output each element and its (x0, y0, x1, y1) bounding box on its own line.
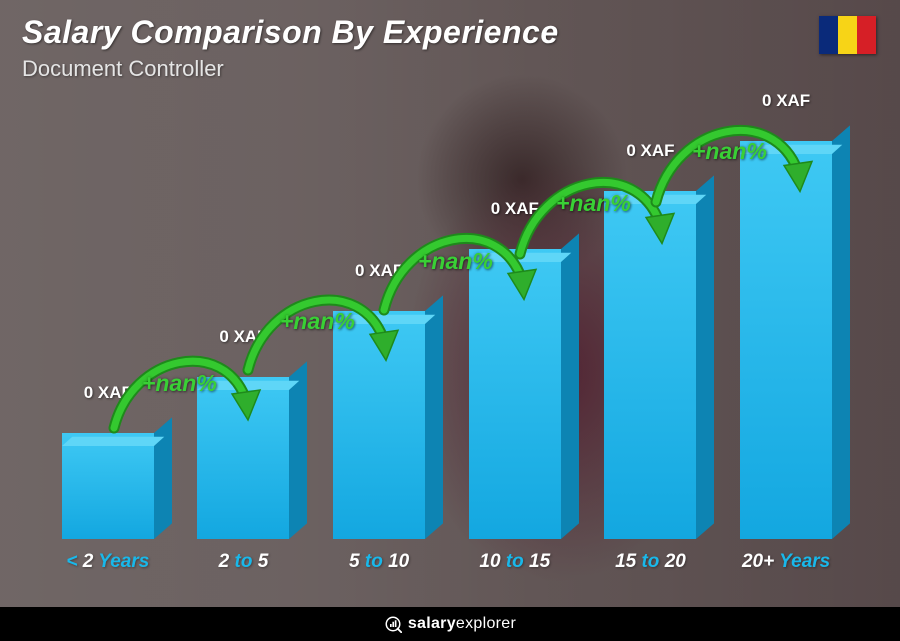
increase-percent-label: +nan% (692, 138, 767, 165)
brand-text: salaryexplorer (408, 615, 516, 633)
flag-stripe-2 (838, 16, 857, 54)
bar-1: 0 XAF (188, 377, 298, 539)
bar-5: 0 XAF (731, 141, 841, 539)
chart-title: Salary Comparison By Experience (22, 14, 559, 51)
increase-percent-label: +nan% (556, 190, 631, 217)
x-axis-category: < 2 Years (53, 551, 163, 573)
x-axis-category: 10 to 15 (460, 551, 570, 573)
x-axis-category: 15 to 20 (595, 551, 705, 573)
bar-3: 0 XAF (460, 249, 570, 539)
bars-container: 0 XAF0 XAF0 XAF0 XAF0 XAF0 XAF (40, 120, 854, 539)
x-axis-category: 2 to 5 (188, 551, 298, 573)
bar-chart: 0 XAF0 XAF0 XAF0 XAF0 XAF0 XAF < 2 Years… (40, 120, 854, 569)
increase-percent-label: +nan% (142, 370, 217, 397)
brand-bold: salary (408, 615, 456, 632)
country-flag (819, 16, 876, 54)
bar-4: 0 XAF (595, 191, 705, 539)
footer-bar: salaryexplorer (0, 607, 900, 641)
x-axis-labels: < 2 Years 2 to 5 5 to 10 10 to 15 15 to 20 20… (40, 551, 854, 573)
flag-stripe-1 (819, 16, 838, 54)
flag-stripe-3 (857, 16, 876, 54)
x-axis-category: 5 to 10 (324, 551, 434, 573)
bar-2: 0 XAF (324, 311, 434, 539)
increase-percent-label: +nan% (280, 308, 355, 335)
chart-subtitle: Document Controller (22, 56, 224, 82)
infographic-canvas: Salary Comparison By Experience Document… (0, 0, 900, 641)
increase-percent-label: +nan% (418, 248, 493, 275)
bar-0: 0 XAF (53, 433, 163, 539)
brand-rest: explorer (456, 615, 516, 632)
x-axis-category: 20+ Years (731, 551, 841, 573)
brand-logo-icon (384, 615, 402, 633)
bar-value-label: 0 XAF (716, 91, 856, 111)
